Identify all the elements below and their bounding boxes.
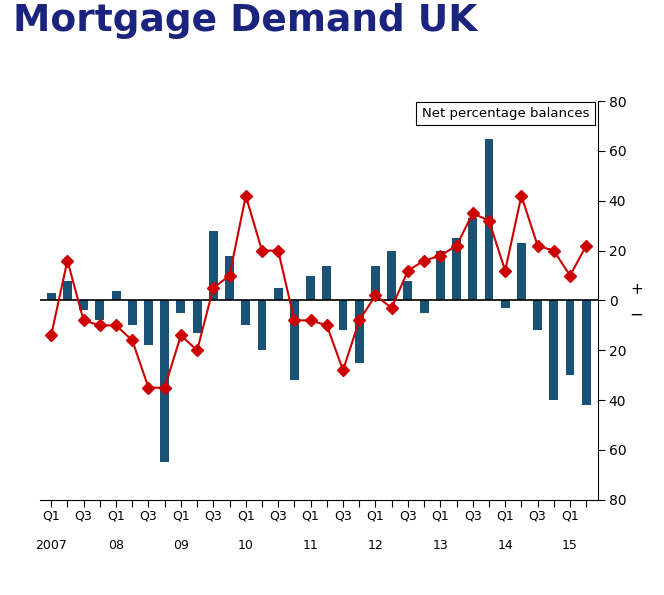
Text: 10: 10 bbox=[238, 538, 254, 552]
Bar bbox=[517, 243, 526, 300]
Bar bbox=[582, 300, 591, 405]
Bar bbox=[452, 238, 461, 300]
Bar bbox=[549, 300, 558, 400]
Bar bbox=[485, 139, 493, 300]
Bar bbox=[355, 300, 364, 363]
Bar bbox=[258, 300, 266, 350]
Bar bbox=[274, 288, 283, 300]
Bar bbox=[193, 300, 202, 333]
Bar bbox=[566, 300, 574, 375]
Text: 11: 11 bbox=[303, 538, 319, 552]
Text: +: + bbox=[630, 282, 643, 297]
Bar bbox=[160, 300, 169, 462]
Bar bbox=[322, 265, 331, 300]
Bar bbox=[63, 280, 72, 300]
Bar bbox=[306, 275, 315, 300]
Bar bbox=[209, 231, 218, 300]
Bar bbox=[290, 300, 299, 380]
Text: 08: 08 bbox=[108, 538, 124, 552]
Text: Mortgage Demand UK: Mortgage Demand UK bbox=[13, 3, 477, 39]
Bar bbox=[241, 300, 250, 325]
Bar bbox=[225, 256, 234, 300]
Text: 12: 12 bbox=[368, 538, 383, 552]
Text: −: − bbox=[629, 305, 643, 323]
Text: 13: 13 bbox=[432, 538, 448, 552]
Bar bbox=[420, 300, 428, 313]
Bar bbox=[533, 300, 542, 330]
Text: 09: 09 bbox=[173, 538, 189, 552]
Text: 2007: 2007 bbox=[35, 538, 67, 552]
Text: 15: 15 bbox=[562, 538, 578, 552]
Bar bbox=[144, 300, 153, 345]
Bar bbox=[339, 300, 347, 330]
Bar bbox=[96, 300, 104, 320]
Bar bbox=[404, 280, 412, 300]
Bar bbox=[79, 300, 88, 311]
Bar bbox=[387, 250, 396, 300]
Bar bbox=[468, 218, 477, 300]
Bar bbox=[501, 300, 510, 308]
Bar bbox=[112, 290, 120, 300]
Bar bbox=[436, 250, 445, 300]
Text: Net percentage balances: Net percentage balances bbox=[422, 107, 589, 120]
Bar bbox=[127, 300, 137, 325]
Text: 14: 14 bbox=[497, 538, 513, 552]
Bar bbox=[177, 300, 185, 313]
Bar bbox=[371, 265, 380, 300]
Bar bbox=[46, 293, 56, 300]
